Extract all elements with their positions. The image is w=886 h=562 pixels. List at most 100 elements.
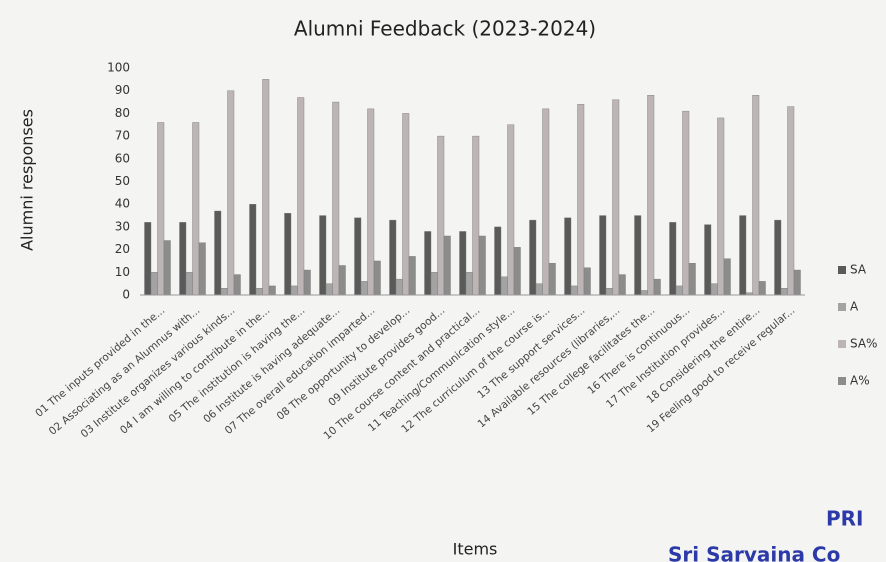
bar [228, 91, 235, 295]
bar [543, 109, 550, 295]
bar [514, 247, 521, 295]
y-axis-title: Alumni responses [18, 109, 37, 251]
bar [186, 272, 193, 295]
bar [403, 113, 410, 295]
legend-label: A [850, 300, 859, 314]
bar [724, 259, 731, 295]
bar [536, 284, 543, 295]
legend-swatch [838, 303, 846, 311]
bar [320, 216, 327, 295]
bar [221, 288, 228, 295]
bar [263, 79, 270, 295]
bar [164, 241, 171, 295]
bar [549, 263, 556, 295]
bar [361, 281, 368, 295]
bar [460, 231, 467, 295]
bar [635, 216, 642, 295]
bar [390, 220, 397, 295]
bar [711, 284, 718, 295]
bar [600, 216, 607, 295]
bar [285, 213, 292, 295]
bar [193, 122, 200, 295]
bar [641, 290, 648, 295]
chart-title: Alumni Feedback (2023-2024) [294, 17, 596, 41]
bar [199, 243, 206, 295]
bar [180, 222, 187, 295]
bar [215, 211, 222, 295]
bar [269, 286, 276, 295]
bar [326, 284, 333, 295]
bar [409, 256, 416, 295]
bar [676, 286, 683, 295]
bar [670, 222, 677, 295]
legend-swatch [838, 377, 846, 385]
bar [234, 275, 241, 295]
y-tick-label: 70 [115, 129, 130, 143]
bar [565, 218, 572, 295]
bar [775, 220, 782, 295]
stamp-text: PRI [826, 507, 864, 531]
bar [648, 95, 655, 295]
y-tick-label: 80 [115, 106, 130, 120]
x-axis-title: Items [453, 540, 498, 559]
x-tick-label: 15 The college facilitates the... [525, 304, 657, 418]
y-tick-label: 50 [115, 174, 130, 188]
bar [145, 222, 152, 295]
chart: Alumni Feedback (2023-2024) Alumni respo… [0, 0, 886, 562]
bar [788, 107, 795, 295]
y-tick-label: 90 [115, 83, 130, 97]
bar [571, 286, 578, 295]
bar [333, 102, 340, 295]
bar [705, 225, 712, 295]
legend-label: A% [850, 374, 870, 388]
legend-label: SA% [850, 337, 877, 351]
y-tick-label: 10 [115, 265, 130, 279]
bar [339, 265, 346, 295]
bar [689, 263, 696, 295]
bar [479, 236, 486, 295]
y-tick-label: 30 [115, 219, 130, 233]
legend-label: SA [850, 263, 867, 277]
bar [291, 286, 298, 295]
bar [444, 236, 451, 295]
bar [368, 109, 375, 295]
bar [431, 272, 438, 295]
bar [425, 231, 432, 295]
bar [508, 125, 515, 295]
bar [501, 277, 508, 295]
bar [374, 261, 381, 295]
bar [654, 279, 661, 295]
bar [753, 95, 760, 295]
bar [151, 272, 158, 295]
bar [740, 216, 747, 295]
y-tick-label: 60 [115, 151, 130, 165]
bar [606, 288, 613, 295]
y-tick-label: 0 [122, 288, 130, 302]
bar [613, 100, 620, 295]
bar [578, 104, 585, 295]
legend-swatch [838, 340, 846, 348]
bar [718, 118, 725, 295]
bar [759, 281, 766, 295]
bar [619, 275, 626, 295]
y-tick-label: 100 [107, 61, 130, 75]
bar [530, 220, 537, 295]
bar [781, 288, 788, 295]
y-tick-label: 20 [115, 242, 130, 256]
bar [584, 268, 591, 295]
bar [158, 122, 165, 295]
bar [304, 270, 311, 295]
bar [794, 270, 801, 295]
bar [466, 272, 473, 295]
bar [438, 136, 445, 295]
stamp-text: Sri Sarvaina Co [668, 543, 840, 562]
bar [298, 98, 305, 295]
bar [495, 227, 502, 295]
bar [396, 279, 403, 295]
bar [683, 111, 690, 295]
bar [250, 204, 257, 295]
bar [256, 288, 263, 295]
legend-swatch [838, 266, 846, 274]
bar [355, 218, 362, 295]
y-tick-label: 40 [115, 197, 130, 211]
